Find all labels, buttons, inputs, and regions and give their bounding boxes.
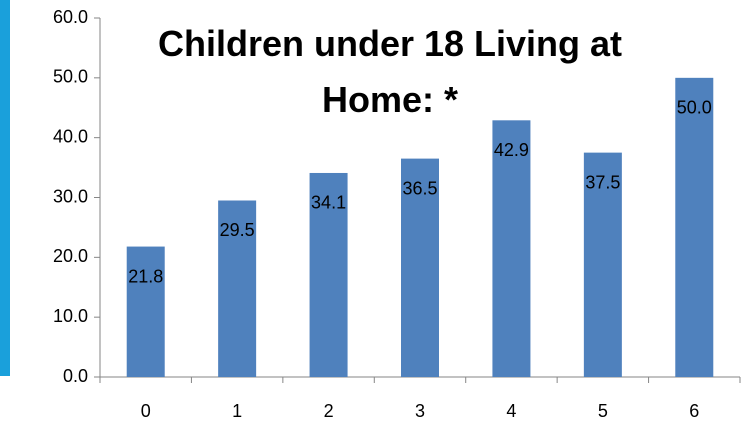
bar — [218, 200, 257, 377]
value-label: 37.5 — [585, 172, 620, 192]
bar — [492, 120, 531, 377]
value-label: 42.9 — [494, 140, 529, 160]
side-stripe — [0, 0, 10, 376]
y-tick-label: 0.0 — [63, 366, 88, 386]
y-tick-label: 40.0 — [53, 126, 88, 146]
value-label: 29.5 — [220, 220, 255, 240]
bar — [126, 246, 165, 377]
chart-title: Children under 18 Living at Home: * — [157, 23, 623, 120]
x-tick-label: 6 — [689, 401, 699, 421]
y-tick-label: 30.0 — [53, 186, 88, 206]
x-tick-label: 5 — [598, 401, 608, 421]
value-label: 34.1 — [311, 193, 346, 213]
value-label: 36.5 — [402, 178, 437, 198]
y-tick-label: 20.0 — [53, 246, 88, 266]
bar — [401, 158, 439, 377]
value-label: 21.8 — [128, 266, 163, 286]
bar — [675, 77, 714, 377]
bar — [309, 172, 348, 377]
y-tick-label: 50.0 — [53, 67, 88, 87]
y-tick-label: 10.0 — [53, 306, 88, 326]
bar — [583, 152, 622, 377]
y-tick-label: 60.0 — [53, 7, 88, 27]
x-tick-label: 2 — [324, 401, 334, 421]
x-tick-label: 0 — [141, 401, 151, 421]
value-label: 50.0 — [677, 98, 712, 118]
x-tick-label: 4 — [506, 401, 516, 421]
x-tick-label: 1 — [232, 401, 242, 421]
x-tick-label: 3 — [415, 401, 425, 421]
